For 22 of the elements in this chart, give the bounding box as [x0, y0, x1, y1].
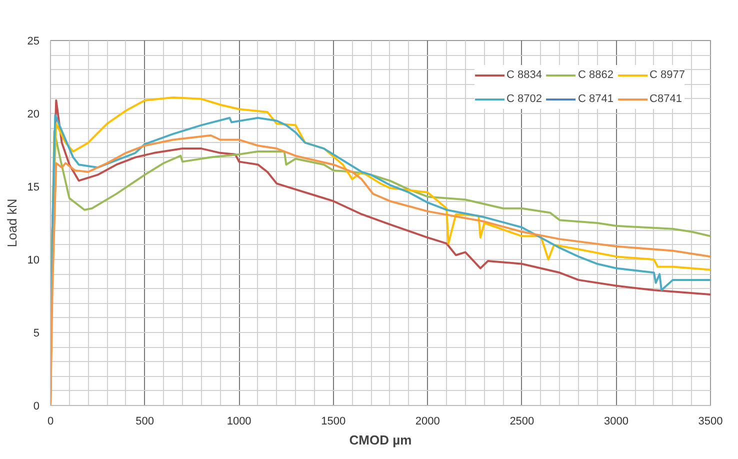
- y-tick-label: 5: [33, 328, 40, 340]
- x-tick-label: 500: [136, 416, 154, 428]
- y-tick-label: 20: [27, 108, 40, 120]
- x-tick-label: 2500: [510, 416, 534, 428]
- x-axis-title: CMOD µm: [349, 432, 412, 448]
- y-tick-label: 10: [27, 254, 40, 266]
- x-tick-label: 3000: [604, 416, 628, 428]
- y-axis-title: Load kN: [4, 198, 20, 248]
- x-tick-label: 0: [47, 416, 54, 428]
- x-tick-label: 1500: [321, 416, 346, 428]
- legend-label: C 8702: [506, 93, 542, 105]
- legend-label: C 8741: [578, 93, 614, 105]
- legend-label: C 8834: [506, 69, 542, 81]
- y-tick-label: 15: [27, 182, 40, 194]
- x-tick-label: 3500: [698, 416, 723, 428]
- legend-label: C 8977: [650, 69, 685, 81]
- x-tick-label: 2000: [415, 416, 440, 428]
- y-tick-label: 25: [27, 36, 40, 48]
- y-tick-label: 0: [33, 400, 40, 412]
- legend-label: C8741: [650, 93, 682, 105]
- legend-label: C 8862: [578, 69, 614, 81]
- x-tick-label: 1000: [226, 416, 252, 428]
